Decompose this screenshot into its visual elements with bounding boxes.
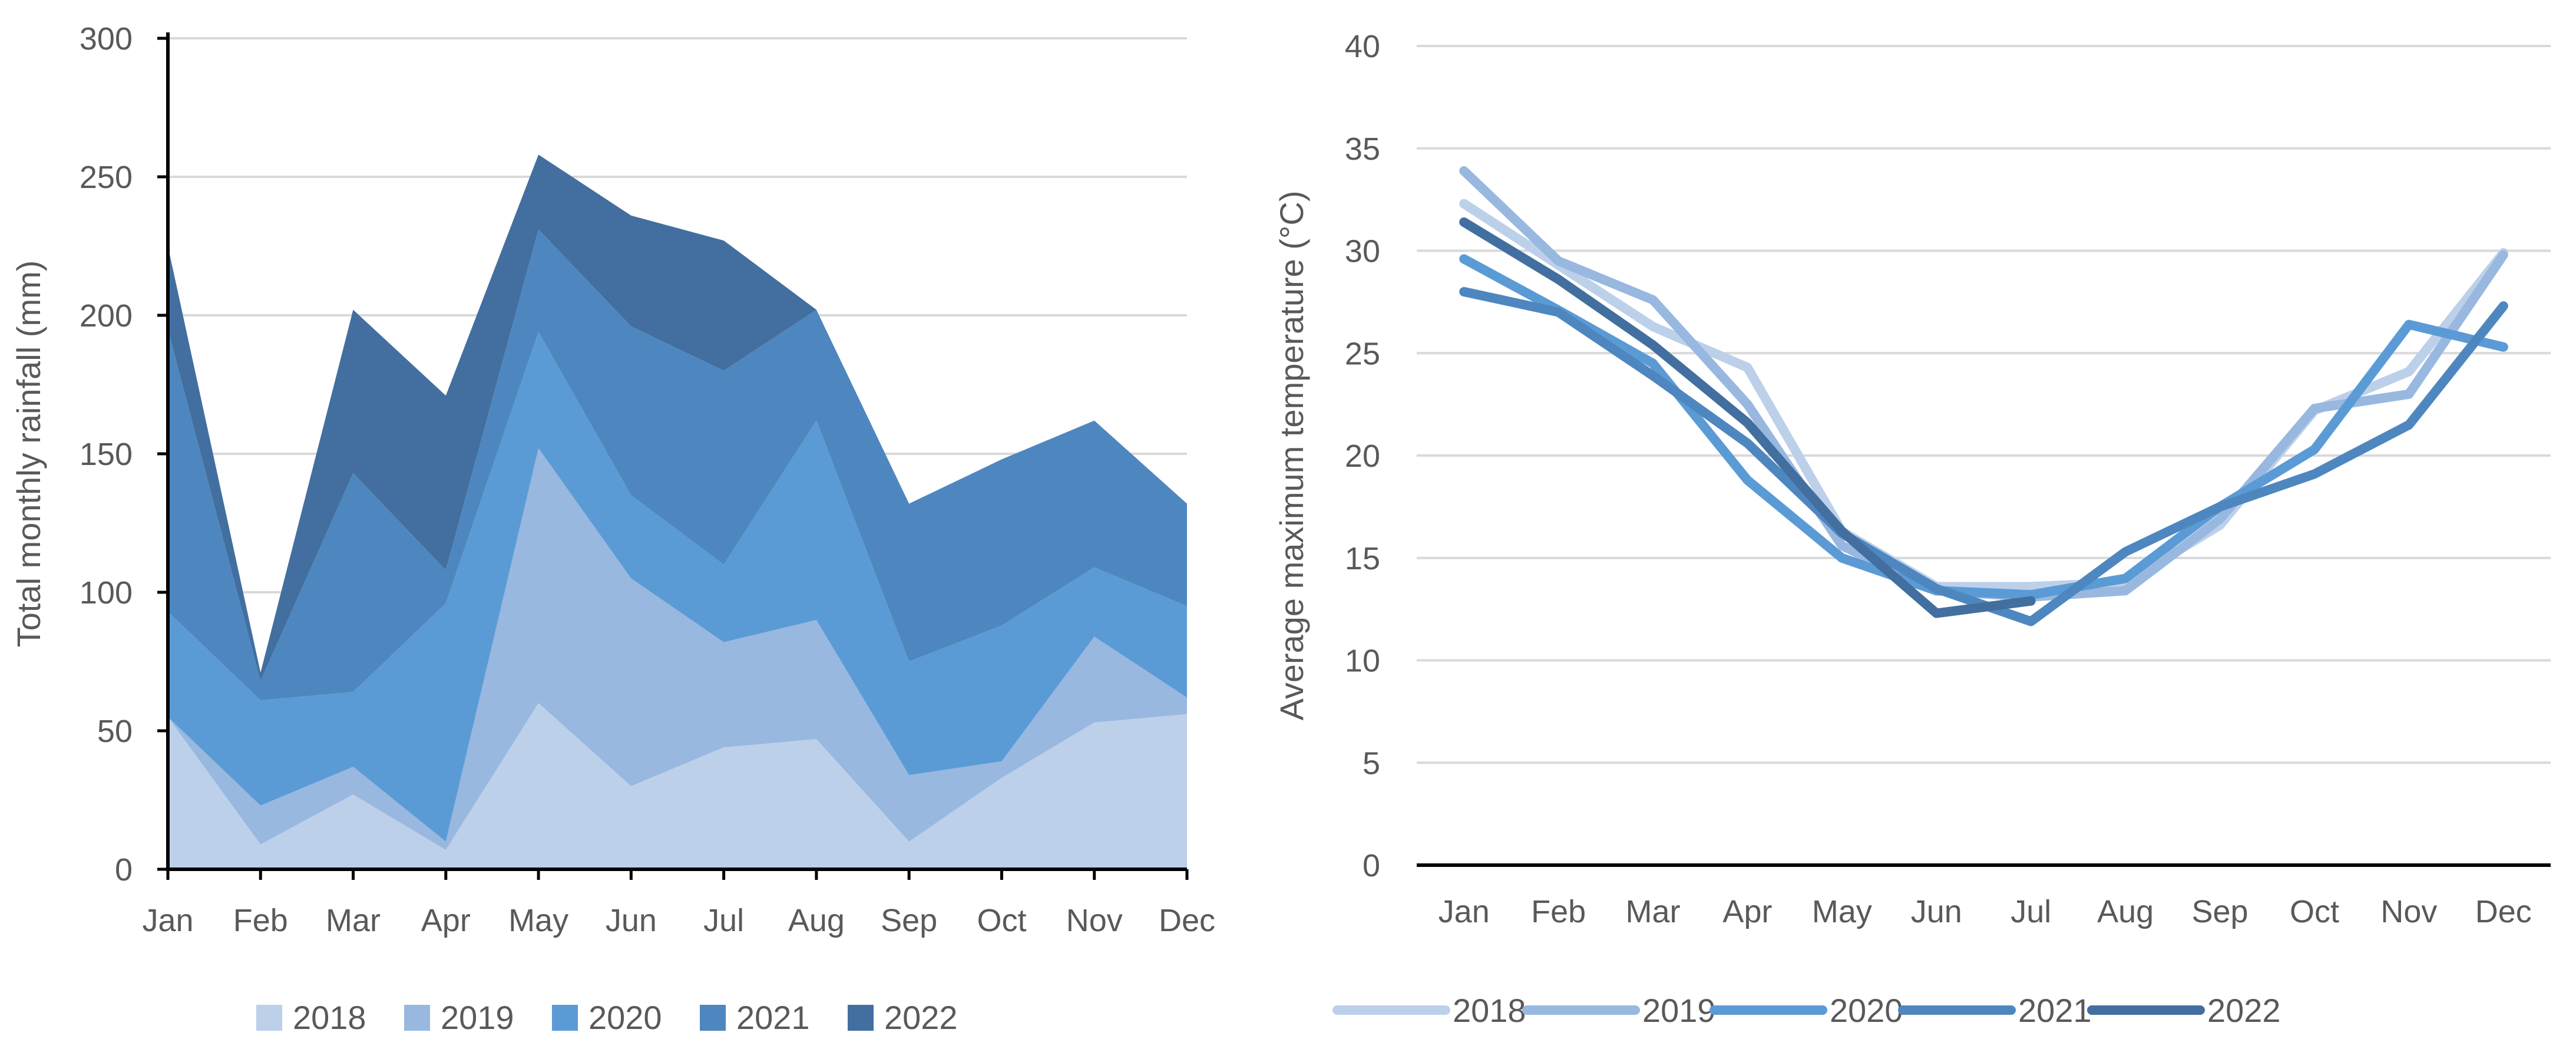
x-tick-label: Nov [1066,903,1123,938]
y-tick-label: 35 [1345,131,1380,167]
y-tick-label: 5 [1363,746,1380,781]
area-series-2018 [168,703,1187,869]
legend-label: 2021 [2018,992,2092,1029]
x-tick-label: Apr [421,903,471,938]
x-tick-label: Jun [1911,894,1962,929]
legend-swatch-2019 [404,1005,430,1031]
x-tick-label: Apr [1722,894,1772,929]
legend-swatch-2020 [552,1005,578,1031]
y-tick-label: 40 [1345,29,1380,64]
area-series-2022 [168,154,1187,681]
legend-label: 2020 [1830,992,1903,1029]
y-tick-label: 150 [80,437,133,472]
line-series-2019 [1459,166,2508,602]
y-tick-label: 20 [1345,438,1380,474]
legend-label: 2018 [1453,992,1526,1029]
y-tick-label: 0 [115,852,133,888]
legend-swatch-2021 [700,1005,726,1031]
legend-label: 2019 [441,999,514,1036]
x-tick-label: Sep [2191,894,2248,929]
legend-label: 2019 [1642,992,1716,1029]
x-tick-label: Nov [2380,894,2437,929]
x-tick-label: Dec [1159,903,1215,938]
x-tick-label: Dec [2475,894,2532,929]
y-axis-title: Average maximum temperature (°C) [1273,191,1310,721]
x-tick-label: May [508,903,568,938]
x-tick-label: Jan [1439,894,1490,929]
x-tick-label: Feb [233,903,288,938]
legend-label: 2021 [736,999,810,1036]
y-tick-label: 25 [1345,336,1380,371]
x-tick-label: Sep [881,903,937,938]
y-tick-label: 10 [1345,644,1380,679]
y-tick-label: 100 [80,575,133,611]
x-tick-label: Feb [1531,894,1586,929]
line-series-2022 [1459,217,2036,618]
y-tick-label: 300 [80,21,133,57]
y-tick-label: 30 [1345,234,1380,269]
x-tick-label: Jul [703,903,744,938]
x-tick-label: Jul [2010,894,2051,929]
y-tick-label: 0 [1363,848,1380,883]
x-tick-label: Aug [2097,894,2154,929]
x-tick-label: Mar [1626,894,1681,929]
temperature-line-chart: 0 5 10 15 20 25 30 35 40 Jan Feb Mar Apr May Jun Jul Aug… [1273,29,2551,1029]
x-tick-label: Mar [326,903,381,938]
legend-label: 2022 [2207,992,2281,1029]
x-tick-label: Oct [2290,894,2339,929]
rainfall-area-chart: 0 50 100 150 200 250 300 Jan Feb Mar Apr May Jun Jul A… [10,21,1215,1036]
legend-label: 2022 [884,999,958,1036]
x-tick-label: Aug [788,903,845,938]
y-tick-label: 200 [80,298,133,334]
y-tick-label: 50 [97,714,133,749]
legend-swatch-2018 [256,1005,282,1031]
y-tick-label: 250 [80,160,133,195]
x-tick-label: May [1812,894,1872,929]
y-axis-title: Total monthly rainfall (mm) [10,260,47,648]
legend-swatch-2022 [848,1005,874,1031]
area-series-2021 [168,229,1187,701]
line-series-2018 [1459,199,2508,592]
x-tick-label: Oct [977,903,1026,938]
area-series-2020 [168,332,1187,842]
y-tick-label: 15 [1345,541,1380,576]
legend-label: 2020 [588,999,662,1036]
legend-label: 2018 [293,999,366,1036]
x-tick-label: Jan [142,903,193,938]
x-tick-label: Jun [606,903,657,938]
line-series-2020 [1459,254,2508,600]
area-series-2019 [168,448,1187,850]
